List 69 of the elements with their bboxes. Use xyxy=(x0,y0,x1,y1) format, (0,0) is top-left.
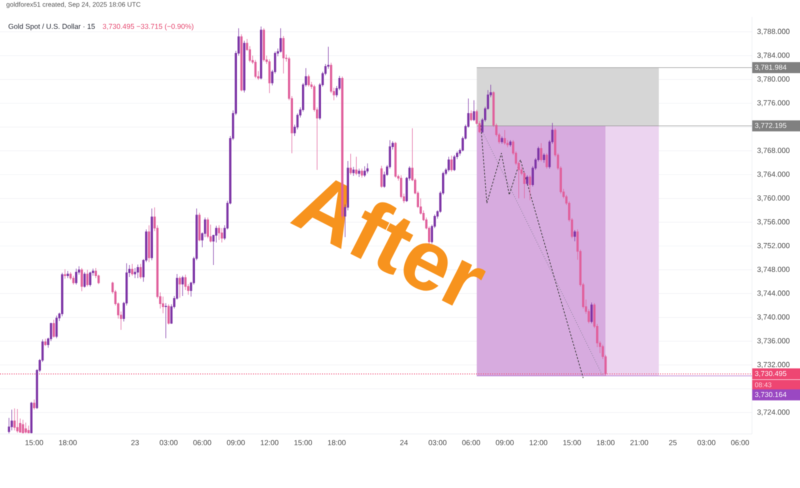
candlestick xyxy=(131,264,134,276)
candlestick xyxy=(220,228,223,243)
candlestick xyxy=(355,156,358,176)
candlestick xyxy=(528,174,532,200)
candlestick xyxy=(574,230,576,242)
candlestick xyxy=(526,174,528,186)
candlestick xyxy=(134,268,136,278)
candlestick xyxy=(243,40,246,93)
candlestick xyxy=(504,130,506,146)
candlestick xyxy=(394,142,397,178)
candlestick xyxy=(80,268,83,292)
candlestick xyxy=(198,212,201,242)
candlestick xyxy=(168,304,170,325)
candlestick xyxy=(218,224,220,240)
candlestick xyxy=(178,276,181,298)
candlestick xyxy=(27,425,30,434)
candlestick xyxy=(254,60,257,79)
candlestick xyxy=(590,302,593,324)
candlestick xyxy=(22,419,24,434)
candlestick xyxy=(24,422,27,434)
candlestick xyxy=(366,163,369,174)
candlestick xyxy=(500,136,504,144)
candlestick xyxy=(136,264,139,278)
candlestick xyxy=(69,272,72,280)
candlestick xyxy=(164,302,167,338)
candlestick xyxy=(89,271,92,287)
candlestick xyxy=(182,275,184,296)
candlestick xyxy=(472,100,476,122)
candlestick xyxy=(64,268,66,279)
candlestick xyxy=(66,270,69,278)
candlestick xyxy=(33,399,36,410)
candlestick xyxy=(282,36,285,74)
candlestick xyxy=(148,224,150,262)
candlestick xyxy=(240,34,243,92)
candlestick xyxy=(260,26,262,80)
candlestick xyxy=(360,168,364,178)
candlestick xyxy=(358,168,360,178)
candlestick xyxy=(206,217,209,239)
candlestick xyxy=(262,28,265,62)
candlestick xyxy=(72,275,75,285)
candlestick xyxy=(10,409,13,431)
candlestick xyxy=(55,315,58,338)
candlestick xyxy=(453,154,456,172)
candlestick xyxy=(30,402,32,434)
candlestick xyxy=(509,140,512,147)
candlestick xyxy=(44,338,47,346)
candlestick xyxy=(52,319,55,338)
candlestick xyxy=(86,270,89,287)
annotation: After xyxy=(290,180,486,306)
candlestick xyxy=(13,408,16,431)
candlestick xyxy=(470,110,472,122)
candlestick xyxy=(448,156,450,172)
candlestick xyxy=(350,154,352,175)
candlestick xyxy=(364,166,366,178)
candlestick xyxy=(75,268,78,285)
candlestick xyxy=(150,208,153,261)
candlestick xyxy=(140,264,142,279)
candlestick xyxy=(268,58,271,94)
candlestick xyxy=(542,152,546,164)
candlestick xyxy=(450,155,453,172)
candlestick xyxy=(83,272,86,288)
candlestick xyxy=(540,142,542,162)
candlestick xyxy=(308,74,310,87)
candlestick xyxy=(280,28,282,53)
candlestick xyxy=(16,408,18,434)
candlestick xyxy=(352,166,355,176)
candlestick xyxy=(162,296,164,314)
candlestick xyxy=(546,152,548,169)
candlestick xyxy=(523,171,526,199)
